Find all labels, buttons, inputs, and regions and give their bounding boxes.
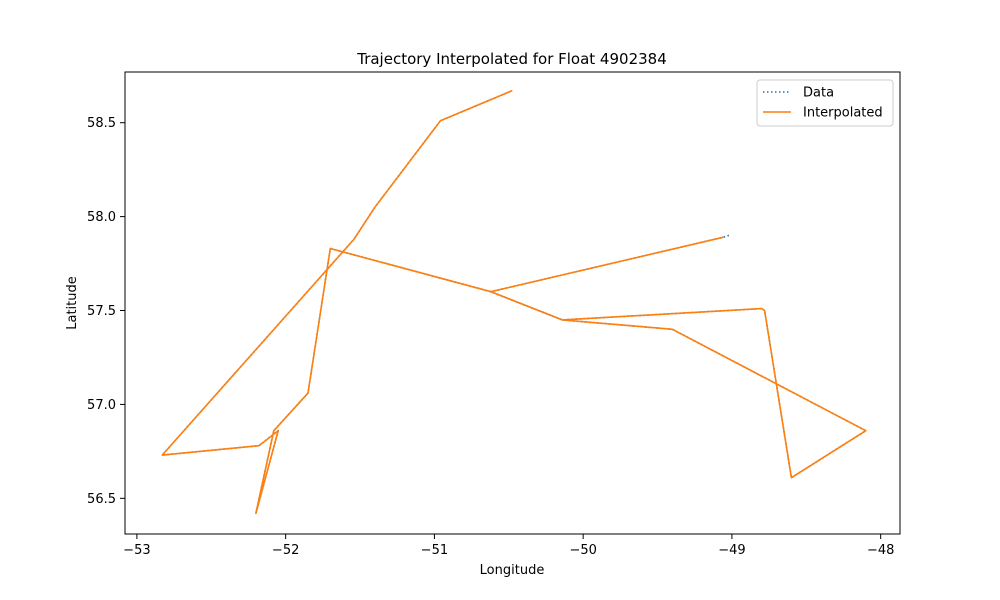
y-tick-label: 56.5 <box>87 492 116 507</box>
x-axis-ticks: −53 −52 −51 −50 −49 −48 <box>123 534 894 558</box>
series-line-interpolated <box>161 90 867 515</box>
legend: Data Interpolated <box>756 79 894 127</box>
plot-area <box>161 90 867 515</box>
legend-label-interpolated: Interpolated <box>803 106 883 121</box>
x-tick-label: −49 <box>718 543 745 558</box>
x-tick-label: −53 <box>123 543 150 558</box>
y-tick-label: 58.0 <box>87 210 116 225</box>
x-tick-label: −51 <box>421 543 448 558</box>
legend-box <box>756 79 894 127</box>
x-tick-label: −48 <box>867 543 894 558</box>
x-tick-label: −52 <box>272 543 299 558</box>
y-axis-ticks: 56.5 57.0 57.5 58.0 58.5 <box>87 116 125 507</box>
x-tick-label: −50 <box>569 543 596 558</box>
y-axis-label: Latitude <box>65 276 80 330</box>
y-tick-label: 57.0 <box>87 398 116 413</box>
legend-label-data: Data <box>803 86 834 101</box>
y-tick-label: 57.5 <box>87 304 116 319</box>
axes-frame <box>124 71 901 535</box>
y-tick-label: 58.5 <box>87 116 116 131</box>
x-axis-label: Longitude <box>480 563 545 578</box>
chart-title: Trajectory Interpolated for Float 490238… <box>356 50 667 68</box>
